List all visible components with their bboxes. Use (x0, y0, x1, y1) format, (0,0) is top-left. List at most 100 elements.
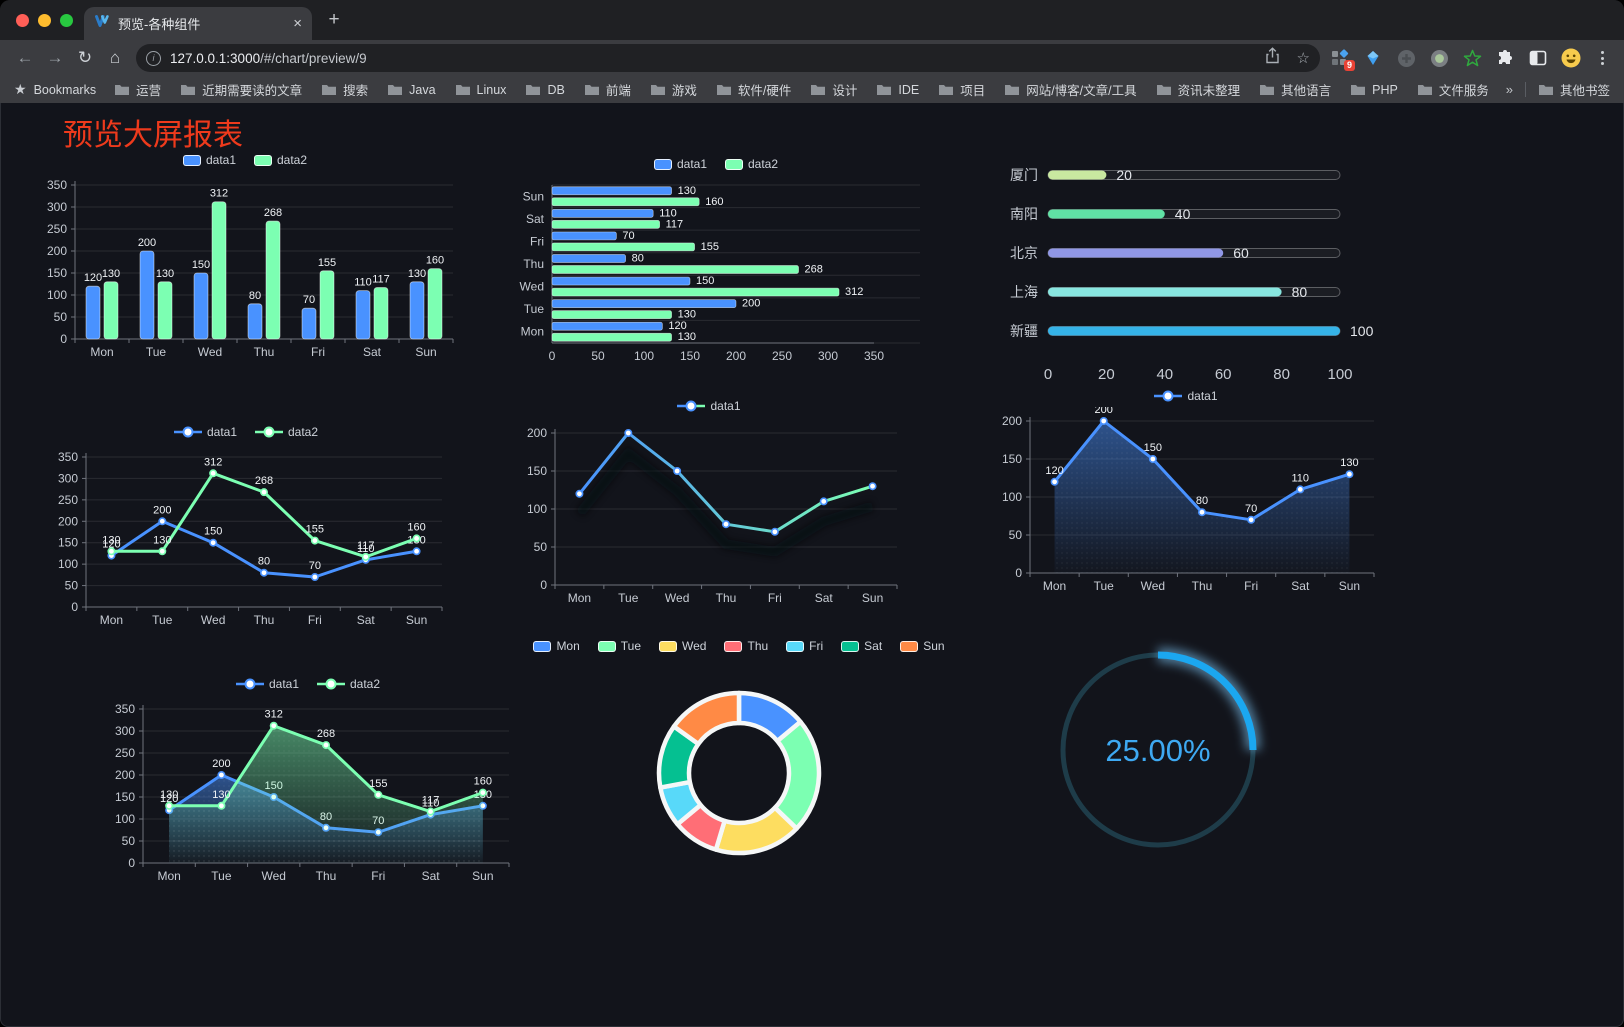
legend-item-Sun[interactable]: Sun (900, 639, 945, 653)
svg-text:117: 117 (372, 274, 390, 286)
new-tab-button[interactable]: + (328, 9, 340, 30)
bookmark-folder[interactable]: 搜索 (321, 80, 368, 99)
multi-area-line-chart[interactable]: data1 data2 0 50 100 150 200 250 300 350 Mon Tue Wed… (93, 673, 523, 902)
legend-item-Tue[interactable]: Tue (597, 639, 641, 653)
bookmark-folder[interactable]: 设计 (810, 80, 857, 99)
donut-chart[interactable]: Mon Tue Wed Thu Fri Sat Sun (529, 635, 949, 890)
svg-text:100: 100 (1350, 323, 1374, 339)
extension-gem-icon[interactable] (1363, 48, 1383, 68)
svg-text:Mon: Mon (100, 613, 123, 627)
gauge-chart[interactable]: 25.00% (1036, 628, 1281, 878)
site-info-icon[interactable]: i (146, 50, 161, 66)
bookmark-folder[interactable]: DB (525, 83, 565, 97)
window-zoom-button[interactable] (60, 14, 73, 27)
window-minimize-button[interactable] (38, 14, 51, 27)
svg-text:200: 200 (47, 244, 67, 258)
svg-text:70: 70 (309, 560, 321, 572)
svg-text:Sun: Sun (406, 613, 427, 627)
area-line-chart[interactable]: data1 0 50 100 150 200 Mon Tue Wed Thu Fri Sat Sun 12… (986, 385, 1386, 612)
legend-label: Fri (809, 639, 824, 653)
gradient-line-chart[interactable]: data1 0 50 100 150 200 Mon Tue Wed Thu Fri Sat Sun (509, 395, 909, 624)
horizontal-bar-chart[interactable]: data1 data2 0 50 100 150 200 250 300 350 Mon 120 130… (506, 153, 926, 378)
svg-text:Sat: Sat (357, 613, 376, 627)
bookmark-folder[interactable]: 网站/博客/文章/工具 (1004, 80, 1137, 99)
svg-text:0: 0 (60, 332, 67, 346)
legend-item-data1[interactable]: data1 (173, 425, 237, 439)
bookmark-folder[interactable]: 软件/硬件 (716, 80, 791, 99)
home-button[interactable]: ⌂ (109, 48, 121, 67)
extension-circle-icon[interactable] (1396, 48, 1416, 68)
progress-bar-chart[interactable]: 厦门 20 南阳 40 北京 60 上海 80 新疆 100 0 20 40 60 80 100 (996, 155, 1374, 398)
legend-item-data2[interactable]: data2 (317, 677, 380, 691)
bookmark-folder[interactable]: 近期需要读的文章 (180, 80, 302, 99)
back-button[interactable]: ← (16, 48, 34, 67)
legend-item-data2[interactable]: data2 (725, 157, 778, 171)
bookmarks-root[interactable]: ★ Bookmarks (14, 81, 96, 98)
svg-text:130: 130 (153, 534, 171, 546)
window-close-button[interactable] (16, 14, 29, 27)
browser-tab[interactable]: 预览-各种组件 × (84, 7, 312, 40)
svg-text:南阳: 南阳 (1010, 206, 1038, 222)
bookmark-folder[interactable]: 文件服务器 (1417, 80, 1488, 99)
legend-item-Thu[interactable]: Thu (724, 639, 768, 653)
menu-kebab-icon[interactable] (1594, 51, 1610, 65)
legend-item-Mon[interactable]: Mon (533, 639, 580, 653)
svg-text:Mon: Mon (521, 325, 544, 339)
sidebar-icon[interactable] (1528, 48, 1548, 68)
legend-item-Fri[interactable]: Fri (786, 639, 823, 653)
legend-label: data1 (206, 425, 237, 439)
bookmark-folder[interactable]: Java (387, 83, 436, 97)
bookmark-star-icon[interactable]: ☆ (1296, 50, 1310, 67)
url-text[interactable]: 127.0.0.1:3000/#/chart/preview/9 (170, 51, 1256, 66)
bookmark-folder[interactable]: IDE (876, 83, 919, 97)
bookmarks-overflow-chevron[interactable]: » (1505, 82, 1513, 97)
forward-button[interactable]: → (46, 48, 64, 67)
reload-button[interactable]: ↻ (77, 48, 93, 67)
bookmark-folder[interactable]: 运营 (114, 80, 161, 99)
svg-text:0: 0 (549, 349, 556, 363)
bookmark-folder[interactable]: Linux (455, 83, 506, 97)
svg-text:250: 250 (58, 493, 78, 507)
svg-text:Sun: Sun (415, 345, 436, 359)
svg-text:厦门: 厦门 (1010, 167, 1038, 183)
share-icon[interactable] (1264, 47, 1281, 69)
bookmark-folder[interactable]: 其他语言 (1259, 80, 1331, 99)
svg-text:110: 110 (357, 543, 375, 555)
legend-item-data1[interactable]: data1 (677, 399, 741, 413)
bookmark-folder[interactable]: 游戏 (650, 80, 697, 99)
bookmark-folder[interactable]: 前端 (584, 80, 631, 99)
legend-item-data1[interactable]: data1 (653, 157, 707, 171)
tab-title: 预览-各种组件 (118, 17, 201, 32)
extensions-puzzle-icon[interactable] (1495, 48, 1515, 68)
svg-text:200: 200 (1095, 407, 1113, 416)
url-path: /#/chart/preview/9 (260, 50, 367, 66)
svg-text:Sat: Sat (1291, 579, 1310, 593)
legend-item-data1[interactable]: data1 (1154, 389, 1218, 403)
tab-close-icon[interactable]: × (293, 15, 302, 32)
extension-star-icon[interactable] (1462, 48, 1482, 68)
address-bar[interactable]: i 127.0.0.1:3000/#/chart/preview/9 ☆ (136, 44, 1320, 72)
svg-text:Thu: Thu (254, 613, 275, 627)
grouped-bar-chart[interactable]: data1 data2 0 50 100 150 200 250 300 350 Mon Tue Wed… (29, 149, 461, 372)
legend-item-Wed[interactable]: Wed (659, 639, 706, 653)
bookmark-folder[interactable]: PHP (1350, 83, 1398, 97)
svg-text:120: 120 (84, 272, 102, 284)
other-bookmarks-folder[interactable]: 其他书签 (1538, 80, 1610, 99)
extension-grid-icon[interactable]: 9 (1330, 48, 1355, 71)
legend-item-data2[interactable]: data2 (254, 153, 307, 167)
profile-avatar[interactable] (1561, 48, 1581, 68)
multi-line-chart[interactable]: data1 data2 0 50 100 150 200 250 300 350 Mon Tue Wed… (34, 421, 458, 644)
svg-text:250: 250 (47, 222, 67, 236)
svg-text:Tue: Tue (211, 869, 232, 883)
legend-item-Sat[interactable]: Sat (841, 639, 882, 653)
chart-legend: data1 data2 (93, 673, 523, 695)
legend-item-data1[interactable]: data1 (235, 677, 299, 691)
svg-text:130: 130 (156, 268, 174, 280)
extension-dot-icon[interactable] (1429, 48, 1449, 68)
svg-text:80: 80 (249, 290, 261, 302)
legend-item-data2[interactable]: data2 (255, 425, 318, 439)
legend-item-data1[interactable]: data1 (182, 153, 236, 167)
folder-icon (650, 85, 665, 95)
bookmark-folder[interactable]: 项目 (938, 80, 985, 99)
bookmark-folder[interactable]: 资讯未整理 (1156, 80, 1240, 99)
